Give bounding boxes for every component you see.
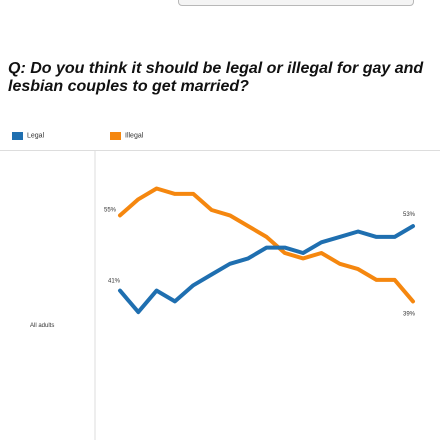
data-point-legal	[228, 262, 232, 266]
end-label-illegal: 39%	[403, 311, 416, 317]
data-point-illegal	[265, 235, 268, 239]
legend-divider	[0, 150, 440, 151]
end-label-legal: 53%	[403, 212, 416, 218]
legend-label-legal: Legal	[27, 132, 45, 140]
data-point-illegal	[356, 267, 360, 271]
data-point-legal	[411, 224, 415, 228]
data-point-illegal	[191, 192, 195, 196]
data-point-legal	[301, 251, 305, 255]
data-point-legal	[283, 246, 287, 250]
data-point-legal	[118, 289, 122, 293]
data-point-illegal	[118, 213, 122, 217]
data-point-illegal	[228, 213, 232, 217]
data-point-illegal	[246, 224, 250, 228]
chevron-down-icon: ▾	[403, 0, 407, 2]
data-point-illegal	[411, 299, 415, 303]
data-point-legal	[191, 283, 195, 287]
data-point-legal	[265, 246, 268, 250]
legend-item-legal[interactable]: Legal	[12, 132, 44, 140]
data-point-legal	[338, 235, 342, 239]
data-point-illegal	[283, 251, 287, 255]
data-point-illegal	[136, 197, 140, 201]
data-point-illegal	[210, 208, 214, 212]
row-label: All adults	[30, 323, 54, 329]
data-point-illegal	[301, 256, 305, 260]
start-label-illegal: 55%	[104, 207, 117, 213]
data-point-legal	[246, 256, 250, 260]
data-point-illegal	[319, 251, 323, 255]
data-point-legal	[356, 230, 360, 233]
data-point-illegal	[338, 262, 342, 266]
group-select[interactable]: All adults ▾	[178, 0, 414, 6]
data-point-illegal	[173, 192, 177, 196]
group-select-value: All adults	[187, 0, 224, 2]
data-point-legal	[136, 310, 140, 314]
data-point-legal	[319, 240, 323, 244]
series-layer: 55% 39% 41% 53%	[104, 186, 416, 317]
data-point-illegal	[374, 278, 378, 282]
question-title: Q: Do you think it should be legal or il…	[8, 60, 424, 95]
data-point-legal	[155, 289, 159, 293]
data-point-legal	[393, 235, 397, 239]
legend-swatch-illegal	[110, 132, 121, 140]
data-point-legal	[173, 299, 177, 303]
data-point-illegal	[155, 187, 159, 190]
legend-label-illegal: Illegal	[125, 132, 144, 140]
data-point-legal	[210, 273, 214, 276]
data-point-legal	[374, 235, 378, 239]
legend-swatch-legal	[12, 132, 23, 140]
data-point-illegal	[393, 278, 397, 282]
legend-item-illegal[interactable]: Illegal	[110, 132, 143, 140]
series-line-illegal	[118, 186, 415, 304]
start-label-legal: 41%	[108, 279, 121, 285]
